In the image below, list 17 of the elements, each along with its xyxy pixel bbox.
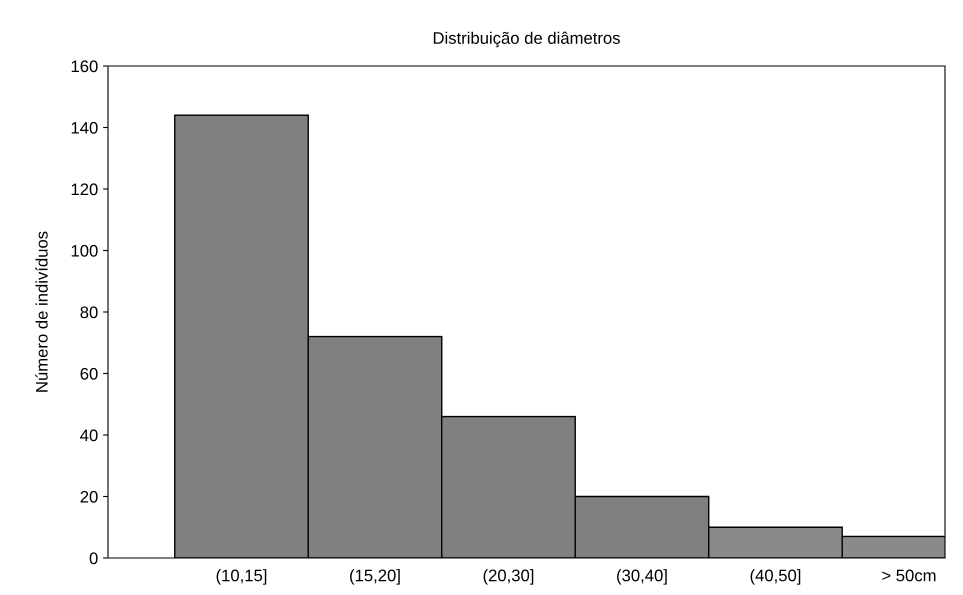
- x-tick-label: (10,15]: [216, 569, 266, 585]
- y-tick-label: 100: [72, 244, 98, 257]
- y-tick-label: 0: [90, 552, 98, 564]
- y-tick-label: 160: [72, 60, 98, 72]
- chart-title: Distribuição de diâmetros: [434, 32, 620, 48]
- y-tick-label: 40: [80, 429, 98, 442]
- x-tick-label: (20,30]: [484, 569, 534, 585]
- x-tick-label: (30,40]: [617, 569, 667, 585]
- x-tick-label: (15,20]: [350, 569, 400, 585]
- x-tick-label: > 50cm: [882, 570, 936, 582]
- x-tick-label: (40,50]: [750, 569, 800, 585]
- y-axis-title: Número de indivíduos: [35, 232, 48, 392]
- y-tick-label: 60: [80, 368, 98, 380]
- y-tick-label: 80: [80, 306, 98, 318]
- y-tick-label: 120: [72, 183, 98, 196]
- y-tick-label: 140: [72, 122, 98, 134]
- y-tick-label: 20: [80, 490, 98, 503]
